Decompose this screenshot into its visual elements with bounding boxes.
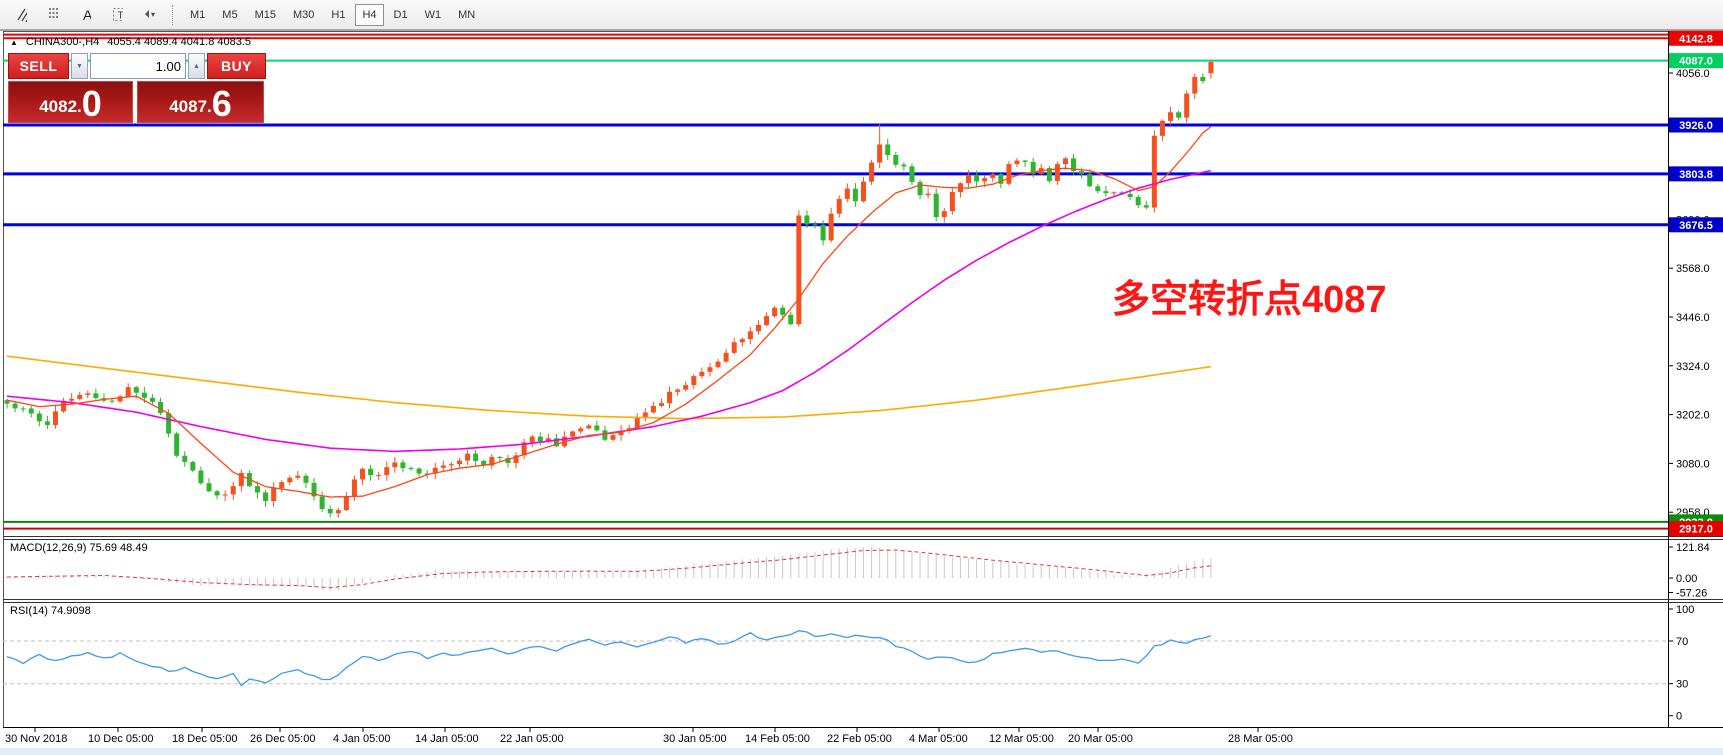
macd-panel: 121.84 0.00 -57.26 bbox=[6, 542, 1710, 600]
fibonacci-tool-button[interactable]: F bbox=[40, 3, 66, 27]
price-badges: 4142.84087.03926.03803.83676.52933.82917… bbox=[1669, 30, 1723, 537]
macd-indicator-label: MACD(12,26,9) 75.69 48.49 bbox=[10, 542, 148, 554]
svg-text:100: 100 bbox=[1676, 604, 1694, 616]
text-label-tool-button[interactable]: T bbox=[104, 3, 130, 27]
drawing-tools-group: E F A T ▾ bbox=[8, 3, 168, 27]
svg-text:3568.0: 3568.0 bbox=[1676, 263, 1710, 275]
svg-text:20 Mar 05:00: 20 Mar 05:00 bbox=[1068, 733, 1133, 745]
svg-text:0: 0 bbox=[1676, 711, 1682, 723]
svg-text:4142.8: 4142.8 bbox=[1679, 33, 1713, 45]
svg-text:14 Jan 05:00: 14 Jan 05:00 bbox=[415, 733, 479, 745]
svg-text:3676.5: 3676.5 bbox=[1679, 220, 1713, 232]
svg-text:30 Jan 05:00: 30 Jan 05:00 bbox=[663, 733, 727, 745]
text-label-icon: T bbox=[113, 7, 124, 21]
svg-text:A: A bbox=[83, 7, 91, 23]
ma-mid-line bbox=[6, 169, 1212, 453]
toolbar-separator bbox=[172, 4, 173, 25]
svg-text:10 Dec 05:00: 10 Dec 05:00 bbox=[88, 733, 153, 745]
svg-text:3202.0: 3202.0 bbox=[1676, 410, 1710, 422]
chart-text-annotation: 多空转折点4087 bbox=[1112, 279, 1387, 321]
svg-text:22 Jan 05:00: 22 Jan 05:00 bbox=[500, 733, 564, 745]
timeframe-button-H4[interactable]: H4 bbox=[355, 3, 384, 26]
collapse-arrow-icon[interactable]: ▲ bbox=[10, 37, 18, 47]
status-strip bbox=[0, 748, 1723, 755]
timeframe-group: M1 M5 M15 M30 H1 H4 D1 W1 MN bbox=[183, 3, 485, 26]
candles-layer bbox=[4, 59, 1214, 518]
svg-text:3926.0: 3926.0 bbox=[1679, 120, 1713, 132]
dropdown-caret-icon[interactable]: ▾ bbox=[150, 10, 155, 19]
time-axis: 30 Nov 2018 10 Dec 05:00 18 Dec 05:00 26 De… bbox=[5, 727, 1293, 745]
svg-text:2917.0: 2917.0 bbox=[1679, 524, 1713, 536]
one-click-trade-panel: SELL ▼ ▲ BUY 4082. 0 4087. 6 bbox=[8, 53, 266, 123]
ask-price-big-digit: 6 bbox=[211, 83, 232, 125]
svg-text:70: 70 bbox=[1676, 636, 1688, 648]
timeframe-button-M5[interactable]: M5 bbox=[215, 4, 244, 26]
ask-price-main: 4087. bbox=[169, 97, 212, 116]
svg-text:22 Feb 05:00: 22 Feb 05:00 bbox=[827, 733, 892, 745]
trend-channel-icon: E bbox=[17, 8, 27, 22]
text-icon: A bbox=[83, 7, 91, 23]
bid-price-display[interactable]: 4082. 0 bbox=[8, 81, 133, 123]
svg-text:4056.0: 4056.0 bbox=[1676, 68, 1710, 80]
timeframe-button-M30[interactable]: M30 bbox=[286, 4, 321, 26]
bid-price-big-digit: 0 bbox=[81, 83, 102, 125]
fibonacci-icon: F bbox=[49, 7, 59, 18]
svg-text:3324.0: 3324.0 bbox=[1676, 361, 1710, 373]
svg-text:T: T bbox=[118, 10, 124, 21]
svg-text:26 Dec 05:00: 26 Dec 05:00 bbox=[250, 733, 315, 745]
timeframe-button-M15[interactable]: M15 bbox=[248, 4, 283, 26]
price-axis: 4056.03934.03812.03690.03568.03446.03324… bbox=[1668, 68, 1710, 519]
symbol-timeframe-label: CHINA300-,H4 bbox=[25, 36, 100, 48]
timeframe-button-D1[interactable]: D1 bbox=[387, 4, 415, 26]
text-tool-button[interactable]: A bbox=[72, 3, 98, 27]
trend-channel-tool-button[interactable]: E bbox=[8, 3, 34, 27]
ma-fast-line bbox=[6, 126, 1212, 498]
svg-text:3446.0: 3446.0 bbox=[1676, 312, 1710, 324]
svg-text:4 Mar 05:00: 4 Mar 05:00 bbox=[909, 733, 968, 745]
timeframe-button-W1[interactable]: W1 bbox=[418, 4, 449, 26]
timeframe-button-H1[interactable]: H1 bbox=[324, 4, 352, 26]
volume-increase-button[interactable]: ▲ bbox=[187, 53, 205, 79]
sell-button[interactable]: SELL bbox=[8, 53, 69, 79]
svg-text:30: 30 bbox=[1676, 679, 1688, 691]
volume-input[interactable] bbox=[89, 53, 186, 79]
shapes-icon bbox=[145, 9, 149, 18]
timeframe-button-M1[interactable]: M1 bbox=[183, 4, 212, 26]
svg-text:3080.0: 3080.0 bbox=[1676, 458, 1710, 470]
rsi-panel: 100 70 30 0 bbox=[3, 604, 1694, 723]
volume-decrease-button[interactable]: ▼ bbox=[70, 53, 88, 79]
svg-text:18 Dec 05:00: 18 Dec 05:00 bbox=[172, 733, 237, 745]
svg-text:0.00: 0.00 bbox=[1676, 573, 1697, 585]
ma-slow-line bbox=[6, 355, 1212, 420]
svg-text:30 Nov 2018: 30 Nov 2018 bbox=[5, 733, 67, 745]
chart-frame bbox=[0, 30, 1723, 728]
ohlc-values: 4055.4 4089.4 4041.8 4083.5 bbox=[107, 36, 252, 48]
svg-text:-57.26: -57.26 bbox=[1676, 588, 1707, 600]
svg-text:4087.0: 4087.0 bbox=[1679, 56, 1713, 68]
rsi-indicator-label: RSI(14) 74.9098 bbox=[10, 605, 91, 617]
svg-text:12 Mar 05:00: 12 Mar 05:00 bbox=[989, 733, 1054, 745]
svg-text:121.84: 121.84 bbox=[1676, 542, 1710, 554]
svg-text:14 Feb 05:00: 14 Feb 05:00 bbox=[745, 733, 810, 745]
chart-title-bar: ▲ CHINA300-,H4 4055.4 4089.4 4041.8 4083… bbox=[10, 36, 251, 48]
svg-text:4 Jan 05:00: 4 Jan 05:00 bbox=[333, 733, 391, 745]
buy-button[interactable]: BUY bbox=[206, 53, 266, 79]
svg-text:3803.8: 3803.8 bbox=[1679, 169, 1713, 181]
horizontal-level-lines bbox=[3, 33, 1668, 530]
ask-price-display[interactable]: 4087. 6 bbox=[137, 81, 264, 123]
bid-price-main: 4082. bbox=[39, 97, 82, 116]
timeframe-button-MN[interactable]: MN bbox=[451, 4, 482, 26]
svg-text:28 Mar 05:00: 28 Mar 05:00 bbox=[1228, 733, 1293, 745]
shapes-tool-button[interactable]: ▾ bbox=[136, 3, 162, 27]
